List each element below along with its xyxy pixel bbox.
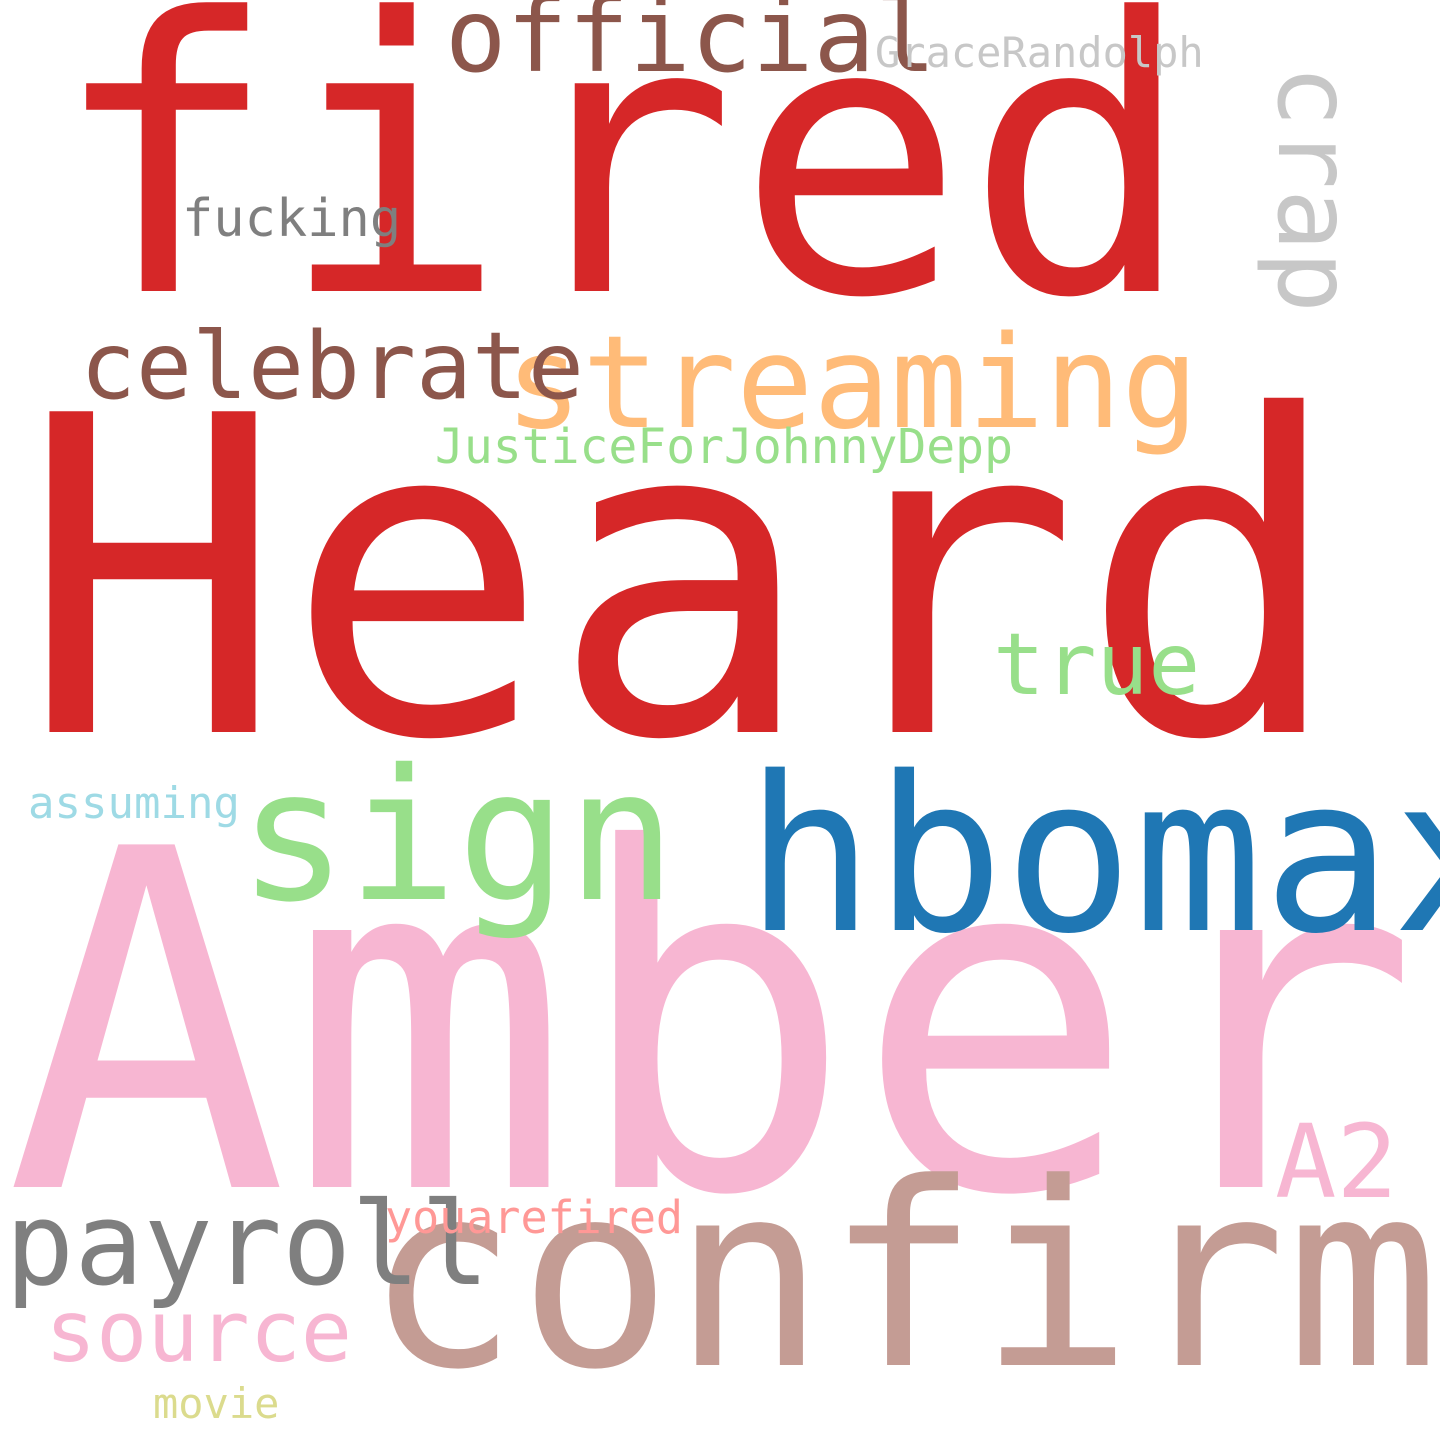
word-assuming: assuming [28, 778, 240, 829]
word-hbomax: hbomax [745, 730, 1440, 981]
word-a2: A2 [1275, 1103, 1398, 1222]
word-streaming: streaming [505, 309, 1199, 458]
word-celebrate: celebrate [80, 312, 584, 420]
word-crap: crap [1254, 65, 1374, 314]
word-movie: movie [153, 1379, 280, 1428]
word-grace: GraceRandolph [875, 28, 1204, 77]
word-sign: sign [238, 730, 677, 942]
word-fucking: fucking [182, 189, 402, 249]
word-justice: JusticeForJohnnyDepp [435, 419, 1013, 475]
word-confirm: confirm [365, 1129, 1440, 1426]
word-payroll: payroll [5, 1178, 490, 1312]
word-official: official [445, 0, 937, 96]
word-source: source [45, 1283, 353, 1382]
word-youarefired: youarefired [385, 1191, 684, 1244]
word-true: true [993, 615, 1201, 715]
word-amber: Amber [5, 751, 1420, 1298]
word-fired: fired [50, 0, 1194, 381]
word-heard: Heard [20, 324, 1345, 836]
